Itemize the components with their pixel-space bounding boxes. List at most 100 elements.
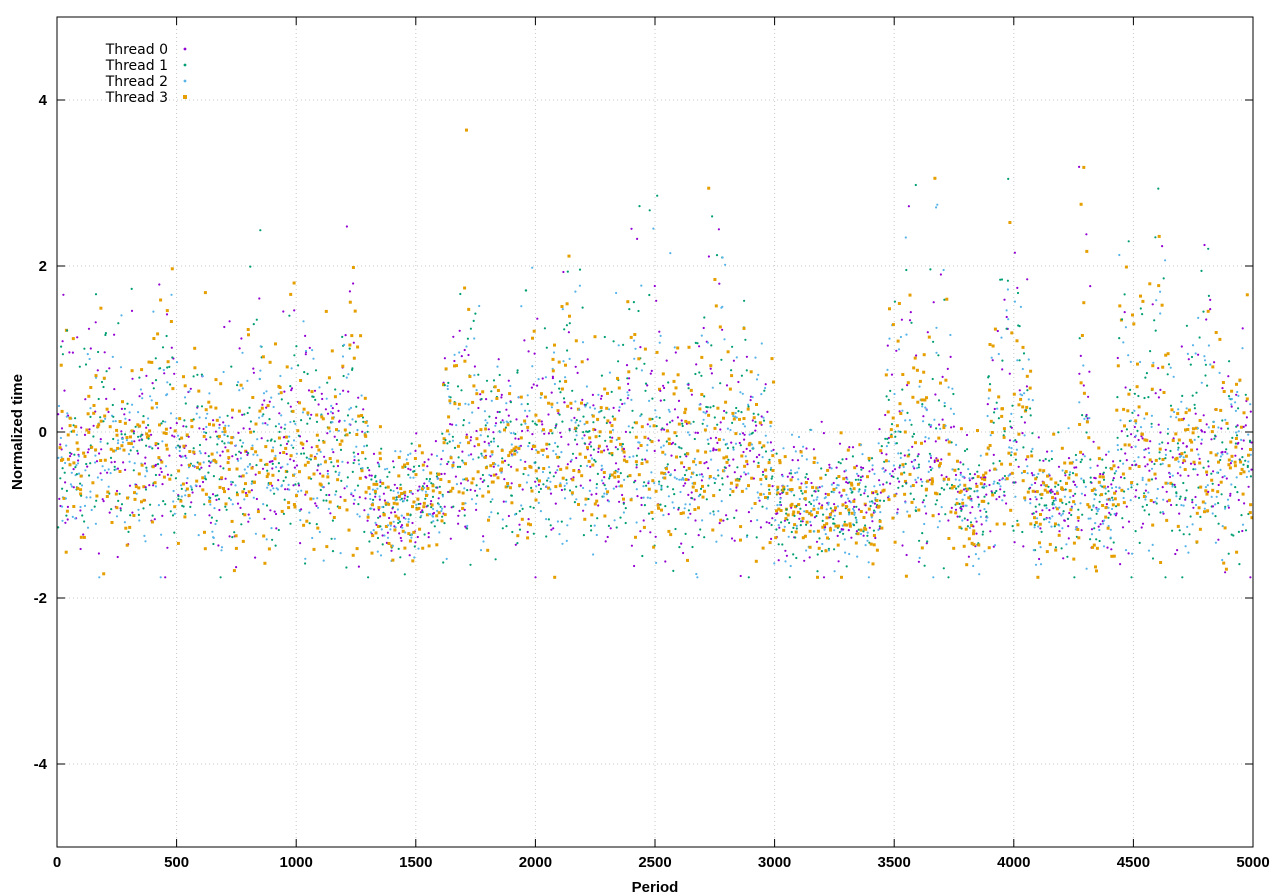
data-point: [279, 444, 282, 447]
data-point: [235, 566, 238, 569]
data-point: [107, 485, 110, 488]
data-point: [1166, 482, 1169, 485]
data-point: [244, 449, 248, 453]
data-point: [574, 421, 577, 424]
data-point: [917, 508, 921, 512]
data-point: [534, 422, 537, 425]
data-point: [61, 340, 64, 343]
data-point: [1137, 465, 1141, 468]
data-point: [1043, 504, 1046, 507]
data-point: [218, 508, 221, 512]
data-point: [369, 531, 373, 534]
data-point: [574, 339, 578, 343]
data-point: [346, 414, 350, 417]
data-point: [196, 466, 199, 470]
data-point: [1076, 516, 1080, 520]
data-point: [1151, 364, 1155, 368]
data-point: [518, 510, 521, 513]
data-point: [409, 468, 412, 471]
data-point: [1095, 569, 1098, 573]
data-point: [185, 456, 188, 460]
data-point: [1111, 499, 1114, 502]
data-point: [1127, 354, 1130, 357]
data-point: [545, 447, 548, 450]
data-point: [801, 516, 805, 520]
data-point: [392, 496, 396, 500]
data-point: [1226, 427, 1230, 430]
data-point: [684, 532, 687, 536]
data-point: [680, 478, 683, 481]
data-point: [489, 500, 492, 503]
data-point: [352, 494, 355, 498]
data-point: [873, 485, 876, 488]
data-point: [858, 443, 862, 447]
data-point: [419, 502, 422, 505]
data-point: [112, 420, 115, 423]
data-point: [510, 432, 513, 435]
data-point: [893, 540, 897, 544]
data-point: [1203, 359, 1207, 362]
data-point: [880, 445, 883, 448]
data-point: [700, 473, 703, 476]
data-point: [129, 449, 132, 452]
data-point: [835, 486, 838, 489]
data-point: [731, 411, 735, 415]
data-point: [127, 530, 130, 534]
data-point: [1141, 437, 1144, 440]
data-point: [850, 488, 853, 492]
data-point: [1109, 536, 1112, 539]
data-point: [345, 566, 348, 569]
data-point: [475, 437, 479, 441]
data-point: [888, 307, 891, 311]
data-point: [1034, 521, 1038, 525]
data-point: [1003, 494, 1006, 497]
data-point: [410, 491, 413, 494]
data-point: [838, 511, 842, 515]
data-point: [1122, 501, 1126, 505]
data-point: [1064, 488, 1067, 491]
data-point: [870, 457, 874, 460]
data-point: [721, 305, 724, 308]
data-point: [606, 391, 609, 395]
data-point: [1159, 312, 1162, 315]
data-point: [1084, 485, 1087, 488]
data-point: [122, 448, 126, 452]
data-point: [694, 519, 697, 522]
data-point: [496, 389, 500, 392]
data-point: [558, 484, 562, 488]
data-point: [731, 489, 735, 493]
data-point: [483, 410, 486, 413]
data-point: [639, 530, 642, 533]
data-point: [101, 498, 104, 501]
data-point: [170, 474, 173, 477]
data-point: [891, 416, 895, 420]
data-point: [1033, 516, 1036, 520]
data-point: [1159, 431, 1162, 434]
data-point: [300, 508, 303, 511]
data-point: [752, 412, 755, 415]
data-point: [923, 522, 926, 526]
data-point: [129, 442, 133, 446]
data-point: [921, 532, 924, 535]
data-point: [1082, 301, 1086, 305]
data-point: [132, 446, 135, 449]
data-point: [350, 492, 353, 495]
data-point: [246, 465, 249, 468]
data-point: [1097, 508, 1100, 511]
data-point: [1097, 457, 1101, 461]
data-point: [833, 503, 836, 506]
data-point: [397, 455, 401, 459]
data-point: [227, 424, 230, 427]
data-point: [266, 423, 269, 426]
data-point: [672, 392, 676, 396]
data-point: [926, 540, 929, 543]
data-point: [597, 411, 601, 414]
data-point: [574, 438, 577, 441]
data-point: [768, 488, 771, 491]
data-point: [789, 564, 792, 568]
data-point: [1139, 294, 1142, 298]
data-point: [317, 448, 321, 452]
data-point: [1211, 482, 1214, 485]
data-point: [890, 474, 893, 478]
data-point: [669, 252, 672, 255]
